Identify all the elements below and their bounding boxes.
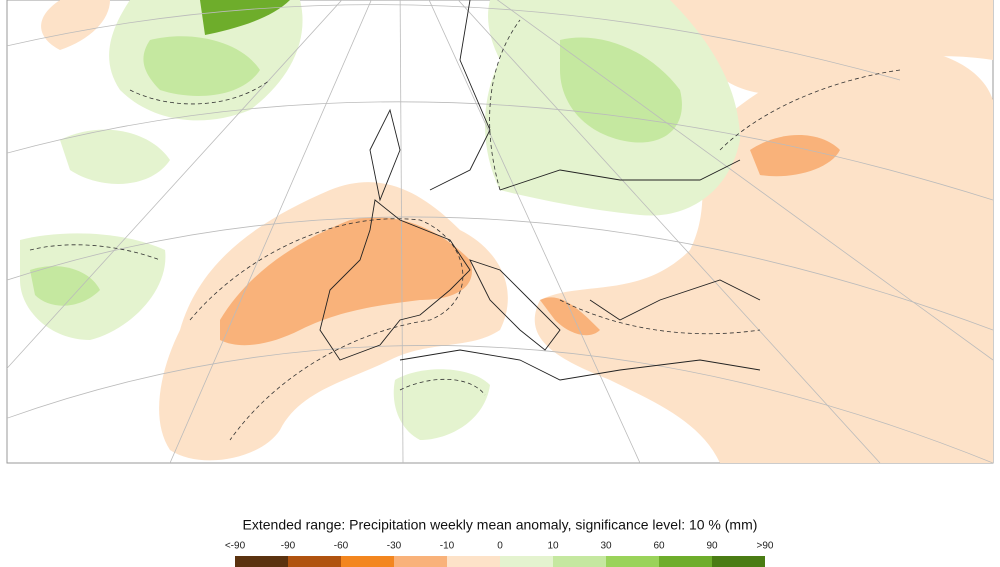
legend-label: 90 [706, 541, 718, 552]
anomaly-area [60, 129, 170, 184]
anomaly-area [750, 135, 840, 177]
legend-swatch [712, 556, 765, 567]
legend-swatch [553, 556, 606, 567]
anomaly-area [200, 0, 290, 35]
legend-swatch [288, 556, 341, 567]
legend-swatch [659, 556, 712, 567]
legend-label: 60 [653, 541, 665, 552]
significance-contour [29, 19, 901, 441]
legend-label: -60 [334, 541, 349, 552]
anomaly-area [220, 217, 472, 346]
legend-label: -90 [281, 541, 296, 552]
graticule [7, 0, 993, 463]
anomaly-area [30, 266, 100, 306]
anomaly-area [670, 0, 993, 94]
legend-swatch [235, 556, 288, 567]
legend-swatch [500, 556, 553, 567]
legend-label: >90 [757, 541, 774, 552]
legend-label: 0 [497, 541, 503, 552]
legend-label: -10 [440, 541, 455, 552]
legend-title: Extended range: Precipitation weekly mea… [243, 517, 758, 533]
anomaly-area [41, 0, 110, 50]
legend: <-90 -90 -60 -30 -10 0 10 30 60 90 >90 [225, 541, 774, 567]
anomaly-area [534, 47, 993, 463]
coastline [319, 0, 761, 381]
legend-swatch [606, 556, 659, 567]
legend-label: 10 [547, 541, 559, 552]
legend-swatch [341, 556, 394, 567]
legend-label: 30 [600, 541, 612, 552]
anomaly-area [393, 369, 490, 440]
legend-swatch [447, 556, 500, 567]
legend-label: -30 [387, 541, 402, 552]
legend-swatch [394, 556, 447, 567]
map [6, 0, 994, 464]
legend-label: <-90 [225, 541, 246, 552]
anomaly-area [540, 297, 600, 336]
anomaly-area [143, 36, 260, 96]
